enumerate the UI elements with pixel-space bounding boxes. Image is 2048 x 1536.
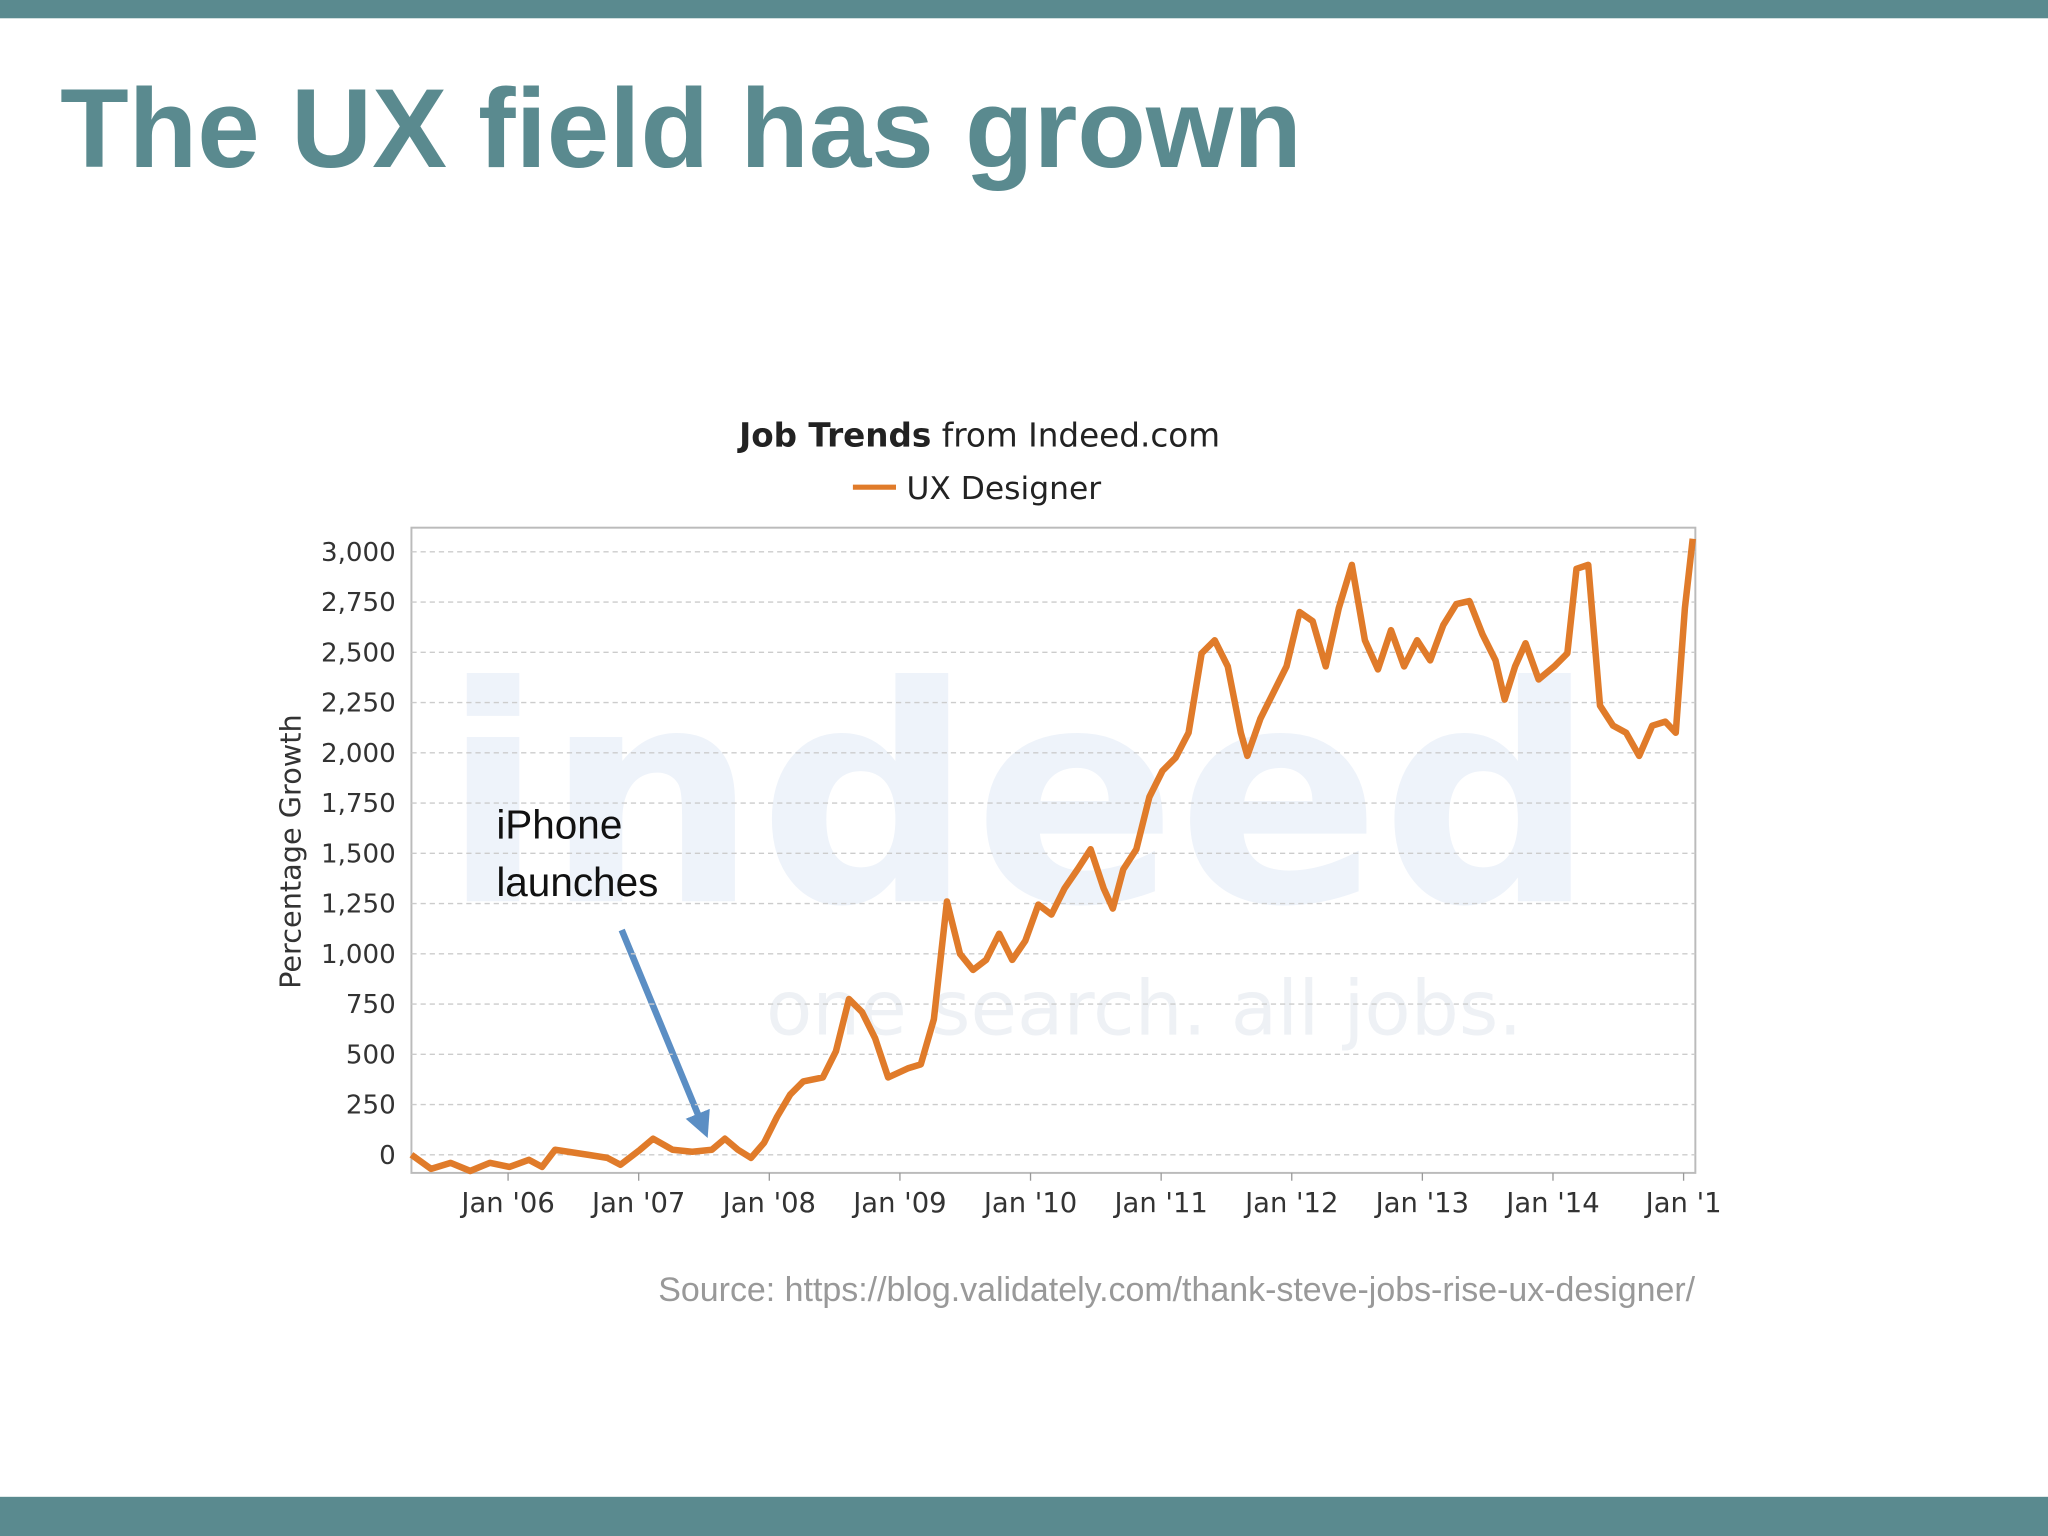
x-tick-label: Jan '08 — [721, 1188, 816, 1219]
y-tick-label: 2,750 — [321, 588, 396, 618]
plot: 0 250 500 750 1,000 1,250 1,500 1,750 2,000 2,250… — [321, 526, 1722, 1219]
x-tick-label: Jan '06 — [459, 1188, 554, 1219]
y-tick-label: 1,250 — [321, 890, 396, 920]
x-tick-label: Jan '13 — [1374, 1188, 1469, 1219]
x-tick-label: Jan '09 — [851, 1188, 946, 1219]
watermark: one search. all jobs. — [766, 964, 1522, 1052]
annotation-arrow — [618, 928, 710, 1138]
y-tick-label: 2,250 — [321, 689, 396, 719]
bottom-bar — [0, 1496, 2048, 1536]
annotation: iPhone — [496, 802, 622, 848]
source: Source: https://blog.validately.com/than… — [658, 1271, 1695, 1309]
y-tick-label: 750 — [346, 990, 396, 1020]
y-tick-label: 1,750 — [321, 789, 396, 819]
top-bar — [0, 0, 2048, 19]
x-tick-label: Jan '11 — [1112, 1188, 1207, 1219]
y-tick-label: 0 — [379, 1141, 396, 1171]
y-tick-label: 1,000 — [321, 940, 396, 970]
x-tick-label: Jan '14 — [1504, 1188, 1599, 1219]
y-tick-label: 500 — [346, 1040, 396, 1070]
y-axis-label: Percentage Growth — [273, 714, 307, 989]
plot-frame — [410, 526, 1697, 1174]
y-tick-label: 2,500 — [321, 638, 396, 668]
slide-title: The UX field has grown — [60, 65, 1302, 191]
y-tick-label: 250 — [346, 1091, 396, 1121]
watermark: indeed — [442, 622, 1596, 972]
chart-title-bold: Job Trends — [737, 417, 931, 455]
x-tick-label: Jan '07 — [590, 1188, 685, 1219]
chart-title: Job Trends from Indeed.com — [737, 417, 1220, 455]
y-tick-label: 2,000 — [321, 739, 396, 769]
legend-label: UX Designer — [906, 471, 1101, 507]
annotation: launches — [496, 859, 658, 905]
series-line — [409, 538, 1696, 1175]
chart-title-rest: from Indeed.com — [942, 417, 1220, 455]
x-tick-label: Jan '10 — [982, 1188, 1077, 1219]
y-tick-label: 1,500 — [321, 839, 396, 869]
y-tick-label: 3,000 — [321, 538, 396, 568]
x-tick-label: Jan '12 — [1243, 1188, 1338, 1219]
x-tick-label: Jan '1 — [1644, 1188, 1722, 1219]
